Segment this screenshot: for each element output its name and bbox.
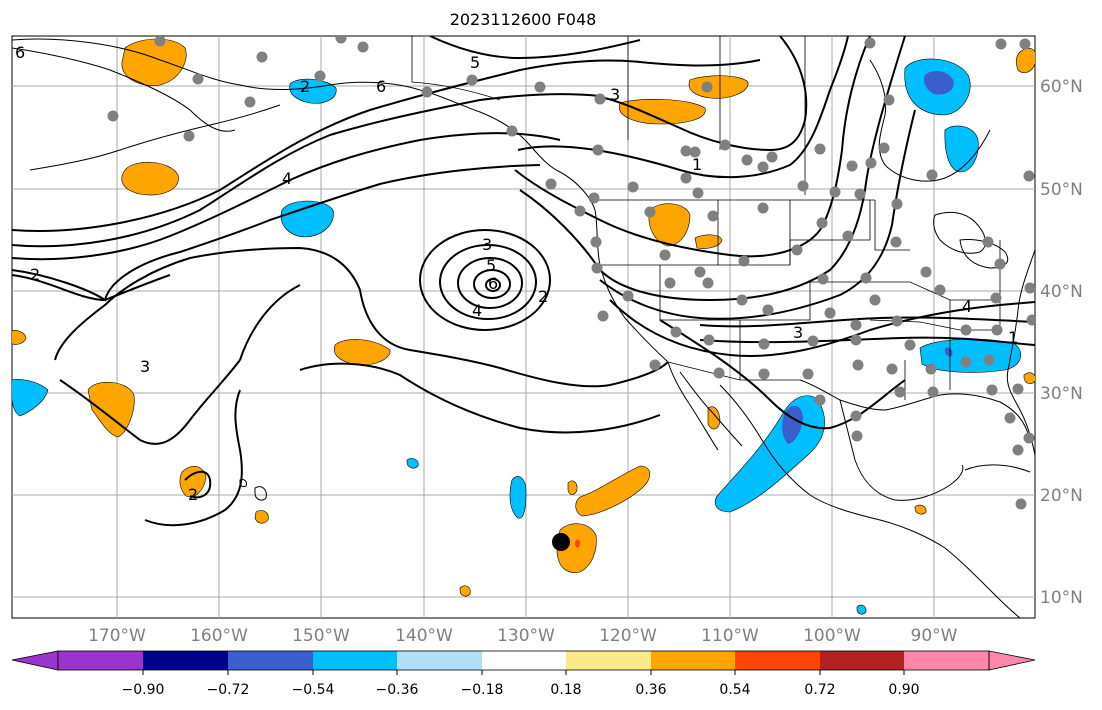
- colorbar-tick-label: −0.54: [292, 682, 335, 698]
- strong-positive-anomaly: [574, 539, 581, 548]
- lon-label: 160°W: [190, 626, 248, 646]
- contour-label: 6: [376, 77, 386, 96]
- contour-labels: 6 6 5 3 4 1 3 5 6 4 2 2 3 2 3 4 1 2: [15, 43, 1018, 504]
- lat-label: 60°N: [1040, 77, 1083, 97]
- contour-label: 4: [962, 297, 972, 316]
- lat-label: 20°N: [1040, 486, 1083, 506]
- black-marker: [552, 533, 570, 551]
- colorbar-segment: [820, 651, 904, 670]
- colorbar-tick-label: −0.36: [376, 682, 419, 698]
- colorbar-tick-label: 0.36: [635, 682, 666, 698]
- lon-label: 120°W: [599, 626, 657, 646]
- colorbar-tick-label: −0.72: [207, 682, 250, 698]
- graticule: [12, 36, 1035, 618]
- colorbar-extend-high: [988, 650, 1036, 671]
- colorbar-segment: [651, 651, 735, 670]
- contour-label: 4: [472, 301, 482, 320]
- colorbar-tick-label: 0.90: [888, 682, 919, 698]
- contour-label: 2: [300, 77, 310, 96]
- contour-label: 3: [140, 357, 150, 376]
- colorbar-segment: [735, 651, 820, 670]
- contour-label: 3: [482, 235, 492, 254]
- lat-label: 30°N: [1040, 384, 1083, 404]
- longitude-labels: 170°W 160°W 150°W 140°W 130°W 120°W 110°…: [88, 626, 958, 646]
- colorbar-tick-label: −0.90: [122, 682, 165, 698]
- lon-label: 140°W: [395, 626, 453, 646]
- colorbar-segment: [58, 651, 143, 670]
- colorbar-tick-label: −0.18: [461, 682, 504, 698]
- colorbar-extend-low: [11, 650, 59, 671]
- colorbar-segment: [143, 651, 228, 670]
- colorbar-outline: [57, 650, 990, 671]
- colorbar-segment: [566, 651, 651, 670]
- colorbar-tick-label: 0.54: [719, 682, 750, 698]
- latitude-labels: 60°N 50°N 40°N 30°N 20°N 10°N: [1040, 77, 1083, 608]
- contour-label: 5: [486, 256, 496, 275]
- colorbar-segment: [904, 651, 989, 670]
- station-dots: [107, 36, 1035, 510]
- contour-label: 3: [793, 323, 803, 342]
- figure-title: 2023112600 F048: [450, 10, 597, 29]
- contour-label: 6: [488, 274, 498, 293]
- lon-label: 90°W: [911, 626, 958, 646]
- colorbar: −0.90 −0.72 −0.54 −0.36 −0.18 0.18 0.36 …: [11, 650, 1036, 698]
- colorbar-tick-label: 0.18: [550, 682, 581, 698]
- political-borders: [411, 36, 1001, 400]
- contour-label: 1: [1008, 328, 1018, 347]
- contour-label: 2: [538, 287, 548, 306]
- lat-label: 10°N: [1040, 588, 1083, 608]
- colorbar-segment: [228, 651, 313, 670]
- contour-label: 2: [30, 265, 40, 284]
- contour-label: 2: [188, 485, 198, 504]
- positive-anomaly-patches: [12, 38, 1035, 597]
- contour-label: 4: [282, 169, 292, 188]
- lat-label: 50°N: [1040, 180, 1083, 200]
- map-frame: [11, 35, 1036, 619]
- lon-label: 150°W: [292, 626, 350, 646]
- lat-label: 40°N: [1040, 282, 1083, 302]
- lon-label: 100°W: [803, 626, 861, 646]
- lon-label: 110°W: [701, 626, 759, 646]
- contour-label: 1: [692, 155, 702, 174]
- contour-label: 6: [15, 43, 25, 62]
- lon-label: 170°W: [88, 626, 146, 646]
- colorbar-segment: [313, 651, 397, 670]
- colorbar-tick-label: 0.72: [804, 682, 835, 698]
- lon-label: 130°W: [497, 626, 555, 646]
- contour-label: 5: [470, 53, 480, 72]
- colorbar-segment: [397, 651, 482, 670]
- contour-label: 3: [610, 85, 620, 104]
- coastlines: [12, 38, 1035, 618]
- colorbar-segment: [482, 651, 566, 670]
